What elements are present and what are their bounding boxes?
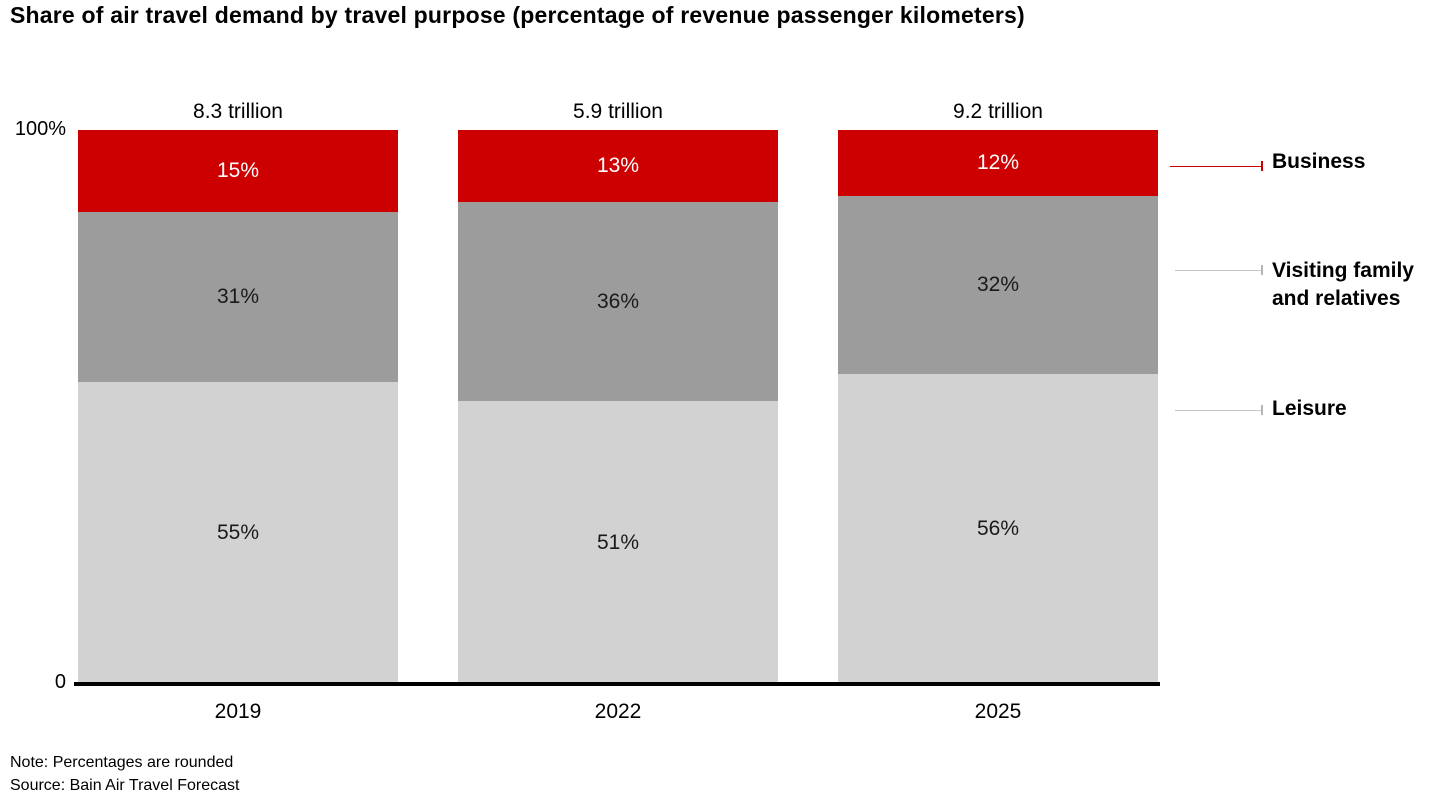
segment-business: 15% bbox=[78, 130, 398, 213]
segment-leisure: 55% bbox=[78, 382, 398, 685]
x-axis-category-label: 2019 bbox=[214, 700, 262, 723]
legend-label-line-2: and relatives bbox=[1272, 287, 1401, 310]
legend-label-leisure: Leisure bbox=[1272, 397, 1347, 420]
bar-column-2025: 9.2 trillion 12% 32% 56% 2025 bbox=[838, 100, 1158, 723]
legend-tick-business bbox=[1261, 161, 1263, 171]
segment-value-label: 31% bbox=[216, 285, 260, 309]
segment-leisure: 51% bbox=[458, 401, 778, 684]
legend-tick-visiting-family bbox=[1261, 265, 1263, 275]
legend-connector-leisure bbox=[1175, 410, 1262, 411]
y-axis-bottom-label: 0 bbox=[54, 671, 66, 693]
segment-leisure: 56% bbox=[838, 373, 1158, 684]
bar-stack: 15% 31% 55% bbox=[78, 130, 398, 685]
footnote: Note: Percentages are rounded bbox=[10, 754, 234, 771]
segment-visiting-family-and-relatives: 31% bbox=[78, 212, 398, 383]
bar-stack: 12% 32% 56% bbox=[838, 130, 1158, 684]
segment-visiting-family-and-relatives: 36% bbox=[458, 202, 778, 402]
segment-visiting-family-and-relatives: 32% bbox=[838, 196, 1158, 374]
legend-connector-business bbox=[1170, 166, 1262, 167]
source-note: Source: Bain Air Travel Forecast bbox=[10, 777, 240, 794]
segment-business: 13% bbox=[458, 130, 778, 203]
segment-value-label: 13% bbox=[596, 154, 640, 177]
x-axis-category-label: 2025 bbox=[974, 700, 1022, 723]
bar-stack: 13% 36% 51% bbox=[458, 130, 778, 684]
chart-title: Share of air travel demand by travel pur… bbox=[10, 2, 1025, 28]
legend-label-business: Business bbox=[1272, 150, 1366, 173]
segment-value-label: 36% bbox=[596, 289, 640, 313]
segment-value-label: 56% bbox=[976, 516, 1020, 540]
legend-connector-visiting-family bbox=[1175, 270, 1262, 271]
bar-total-label: 5.9 trillion bbox=[573, 100, 663, 123]
bar-column-2019: 8.3 trillion 15% 31% 55% 2019 bbox=[78, 100, 398, 723]
segment-value-label: 55% bbox=[216, 521, 260, 545]
legend-label-line-1: Visiting family bbox=[1272, 259, 1414, 282]
x-axis-line bbox=[74, 682, 1160, 686]
y-axis-top-label: 100% bbox=[14, 118, 66, 140]
legend-label-visiting-family: Visiting family and relatives bbox=[1272, 257, 1414, 313]
segment-value-label: 15% bbox=[216, 159, 260, 183]
plot-area: 8.3 trillion 15% 31% 55% 2019 5.9 trillion 13%… bbox=[78, 100, 1158, 723]
segment-value-label: 32% bbox=[976, 273, 1020, 297]
bars: 8.3 trillion 15% 31% 55% 2019 5.9 trillion 13%… bbox=[78, 100, 1158, 723]
legend-tick-leisure bbox=[1261, 405, 1263, 415]
segment-value-label: 12% bbox=[976, 151, 1020, 175]
segment-business: 12% bbox=[838, 130, 1158, 197]
segment-value-label: 51% bbox=[596, 530, 640, 554]
bar-total-label: 8.3 trillion bbox=[193, 100, 283, 123]
x-axis-category-label: 2022 bbox=[594, 700, 642, 723]
bar-total-label: 9.2 trillion bbox=[953, 100, 1043, 123]
bar-column-2022: 5.9 trillion 13% 36% 51% 2022 bbox=[458, 100, 778, 723]
